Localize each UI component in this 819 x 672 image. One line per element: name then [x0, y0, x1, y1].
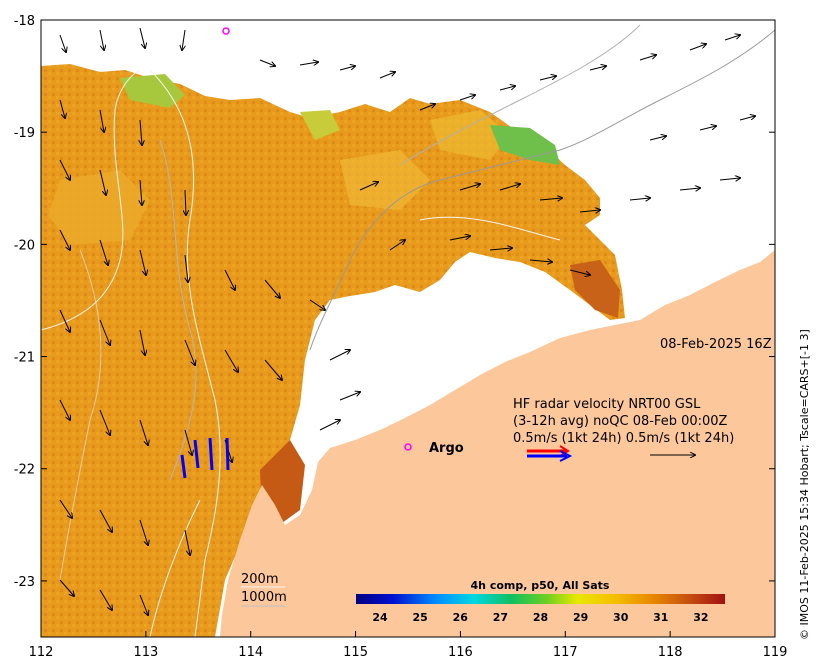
x-tick-label: 118 [658, 645, 683, 660]
velocity-vectors [59, 27, 755, 615]
side-caption: © IMOS 11-Feb-2025 15:34 Hobart; Tscale=… [798, 329, 811, 640]
y-axis: -18 -19 -20 -21 -22 -23 [14, 14, 775, 590]
isobath-label-1000m: 1000m [241, 590, 287, 605]
glider-tracks [180, 437, 230, 479]
x-tick-label: 119 [763, 645, 788, 660]
colorbar-tick-label: 25 [413, 611, 428, 624]
datetime-label: 08-Feb-2025 16Z [660, 337, 772, 352]
isobath-legend: 200m 1000m [241, 572, 287, 607]
x-tick-label: 116 [448, 645, 473, 660]
colorbar-tick-label: 26 [453, 611, 469, 624]
argo-label: Argo [429, 441, 464, 456]
legend-line-1: HF radar velocity NRT00 GSL [513, 397, 701, 412]
x-tick-label: 112 [29, 645, 54, 660]
axes: 112 113 114 115 116 117 118 119 -18 -19 -20 -21 -22… [14, 14, 788, 660]
colorbar-tick-label: 32 [693, 611, 708, 624]
argo-marker-top [222, 27, 230, 35]
y-tick-label: -23 [14, 575, 35, 590]
x-tick-label: 115 [343, 645, 368, 660]
colorbar-tick-label: 27 [493, 611, 508, 624]
y-tick-label: -20 [14, 238, 35, 253]
x-tick-label: 117 [553, 645, 578, 660]
x-axis: 112 113 114 115 116 117 118 119 [29, 631, 788, 660]
y-tick-label: -19 [14, 126, 35, 141]
land-mass [220, 250, 775, 637]
y-tick-label: -21 [14, 351, 35, 366]
colorbar-tick-label: 30 [613, 611, 629, 624]
colorbar: 4h comp, p50, All Sats 24 25 26 27 28 29 30 31 3… [356, 579, 725, 624]
colorbar-title: 4h comp, p50, All Sats [471, 579, 610, 592]
x-tick-label: 114 [238, 645, 263, 660]
argo-marker [404, 443, 412, 451]
legend-line-2: (3-12h avg) noQC 08-Feb 00:00Z [513, 414, 728, 429]
isobath-label-200m: 200m [241, 572, 278, 587]
y-tick-label: -22 [14, 463, 35, 478]
colorbar-tick-label: 29 [573, 611, 588, 624]
colorbar-gradient [356, 594, 725, 604]
colorbar-tick-label: 28 [533, 611, 548, 624]
x-tick-label: 113 [133, 645, 158, 660]
y-tick-label: -18 [14, 14, 35, 29]
legend-line-3: 0.5m/s (1kt 24h) 0.5m/s (1kt 24h) [513, 431, 734, 446]
colorbar-tick-label: 24 [372, 611, 388, 624]
isobath-contours [40, 24, 776, 638]
colorbar-tick-label: 31 [653, 611, 668, 624]
legend-arrows [527, 445, 573, 462]
